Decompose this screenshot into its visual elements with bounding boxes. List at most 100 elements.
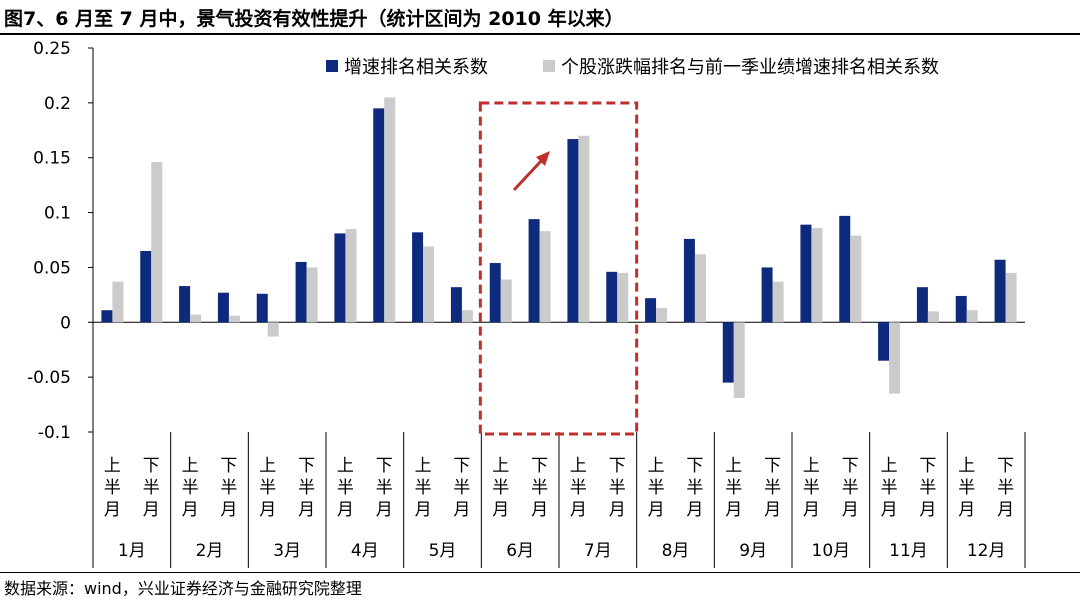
- bar-series-1: [412, 232, 424, 323]
- bar-series-1: [878, 322, 890, 361]
- half-month-label: 下半月: [453, 456, 470, 520]
- trend-arrow-head: [536, 151, 550, 166]
- month-label: 8月: [662, 541, 690, 561]
- bar-series-1: [916, 287, 928, 323]
- bar-series-1: [179, 286, 191, 323]
- month-label: 6月: [506, 541, 534, 561]
- bar-series-1: [839, 215, 851, 323]
- bar-series-2: [112, 281, 124, 323]
- y-tick-label: 0.15: [33, 149, 71, 169]
- y-tick-label: 0.1: [44, 204, 71, 224]
- bar-series-1: [140, 250, 152, 323]
- bar-series-2: [1005, 272, 1017, 323]
- bar-series-1: [528, 219, 540, 323]
- bar-series-2: [345, 229, 357, 323]
- month-label: 10月: [812, 541, 851, 561]
- chart-bars: [101, 97, 1017, 398]
- month-label: 5月: [429, 541, 457, 561]
- y-tick-label: -0.05: [27, 368, 71, 388]
- bar-series-2: [539, 231, 551, 323]
- bar-series-1: [450, 287, 462, 323]
- month-label: 9月: [739, 541, 767, 561]
- y-tick-label: 0.2: [44, 94, 71, 114]
- bar-series-2: [151, 162, 163, 323]
- footer-divider: [0, 572, 1080, 573]
- month-label: 3月: [273, 541, 301, 561]
- half-month-label: 上半月: [803, 456, 820, 520]
- bar-series-1: [373, 108, 385, 323]
- bar-series-1: [800, 224, 812, 323]
- half-month-label: 上半月: [104, 456, 121, 520]
- bar-series-2: [306, 267, 318, 323]
- half-month-label: 下半月: [686, 456, 703, 520]
- half-month-label: 上半月: [958, 456, 975, 520]
- source-note: 数据来源：wind，兴业证券经济与金融研究院整理: [4, 579, 362, 598]
- bar-series-1: [217, 292, 229, 323]
- bar-series-2: [267, 322, 279, 337]
- bar-series-2: [384, 97, 396, 323]
- bar-series-1: [295, 261, 307, 323]
- bar-series-2: [656, 308, 668, 323]
- chart-title: 图7、6 月至 7 月中，景气投资有效性提升（统计区间为 2010 年以来）: [4, 8, 624, 30]
- bar-series-1: [606, 271, 618, 323]
- month-label: 4月: [351, 541, 379, 561]
- bar-series-2: [617, 272, 629, 323]
- bar-series-1: [722, 322, 734, 383]
- bar-series-2: [811, 227, 823, 323]
- bar-series-1: [645, 298, 657, 323]
- half-month-label: 下半月: [842, 456, 859, 520]
- month-label: 11月: [889, 541, 928, 561]
- half-month-label: 上半月: [182, 456, 199, 520]
- legend-label-series-1: 增速排名相关系数: [344, 57, 488, 78]
- half-month-label: 上半月: [337, 456, 354, 520]
- half-month-label: 下半月: [376, 456, 393, 520]
- bar-series-1: [567, 139, 579, 323]
- legend-label-series-2: 个股涨跌幅排名与前一季业绩增速排名相关系数: [561, 57, 939, 78]
- bar-series-2: [190, 314, 202, 323]
- bar-series-2: [228, 315, 240, 323]
- highlight-box: [478, 101, 639, 436]
- bar-series-2: [578, 135, 590, 323]
- trend-arrow-shaft: [512, 158, 544, 192]
- half-month-label: 下半月: [919, 456, 936, 520]
- month-label: 7月: [584, 541, 612, 561]
- y-tick-label: 0.05: [33, 258, 71, 278]
- bar-series-2: [889, 322, 901, 394]
- bar-series-1: [489, 263, 501, 323]
- highlight-annotation: [478, 101, 639, 436]
- bar-series-2: [772, 281, 784, 323]
- month-label: 2月: [196, 541, 224, 561]
- half-month-label: 下半月: [298, 456, 315, 520]
- title-divider: [0, 33, 1080, 35]
- chart-axes: -0.1 -0.05 0 0.05 0.1 0.15 0.2 0.25 1月 上半月 下半月 2月 上半…: [27, 39, 1026, 568]
- month-label: 12月: [967, 541, 1006, 561]
- y-tick-label: 0: [60, 313, 71, 333]
- half-month-label: 上半月: [415, 456, 432, 520]
- bar-series-2: [850, 235, 862, 323]
- bar-series-2: [733, 322, 745, 398]
- month-label: 1月: [118, 541, 146, 561]
- half-month-label: 下半月: [764, 456, 781, 520]
- bar-series-1: [256, 293, 268, 323]
- y-tick-label: -0.1: [38, 423, 71, 443]
- half-month-label: 上半月: [881, 456, 898, 520]
- bar-series-1: [994, 259, 1006, 323]
- bar-series-1: [761, 267, 773, 323]
- bar-series-2: [500, 279, 512, 323]
- half-month-label: 下半月: [220, 456, 237, 520]
- bar-series-2: [423, 246, 435, 323]
- half-month-label: 上半月: [259, 456, 276, 520]
- legend-swatch-series-2: [543, 60, 555, 72]
- legend-swatch-series-1: [326, 60, 338, 72]
- bar-chart: -0.1 -0.05 0 0.05 0.1 0.15 0.2 0.25 1月 上半月 下半月 2月 上半…: [27, 39, 1026, 568]
- bar-series-2: [694, 254, 706, 323]
- half-month-label: 上半月: [648, 456, 665, 520]
- half-month-label: 上半月: [725, 456, 742, 520]
- half-month-label: 下半月: [143, 456, 160, 520]
- bar-series-1: [101, 310, 113, 323]
- bar-series-2: [461, 310, 473, 323]
- bar-series-2: [927, 311, 939, 323]
- bar-series-2: [966, 310, 978, 323]
- half-month-label: 下半月: [609, 456, 626, 520]
- y-tick-label: 0.25: [33, 39, 71, 59]
